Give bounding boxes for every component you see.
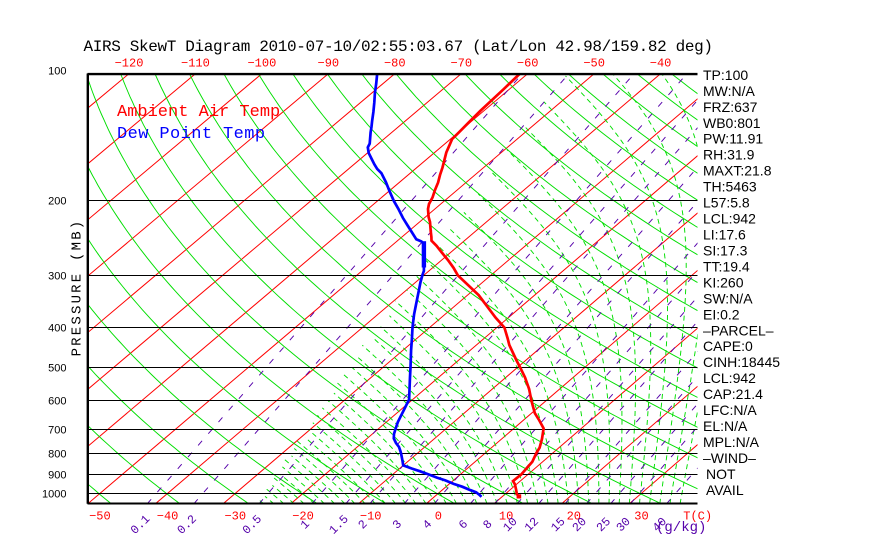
svg-text:CINH:18445: CINH:18445: [703, 354, 780, 370]
svg-text:L57:5.8: L57:5.8: [703, 195, 750, 211]
svg-text:700: 700: [48, 425, 66, 437]
svg-text:−80: −80: [384, 56, 406, 70]
svg-text:PRESSURE (MB): PRESSURE (MB): [70, 219, 86, 357]
svg-text:−10: −10: [360, 510, 382, 524]
svg-text:NOT: NOT: [706, 466, 736, 482]
svg-text:PW:11.91: PW:11.91: [703, 131, 763, 147]
svg-text:−70: −70: [450, 56, 472, 70]
svg-text:1000: 1000: [42, 489, 66, 501]
svg-text:T(C): T(C): [683, 510, 712, 524]
svg-text:−40: −40: [157, 510, 179, 524]
svg-text:100: 100: [48, 66, 66, 78]
svg-text:20: 20: [567, 510, 581, 524]
svg-text:−60: −60: [517, 56, 539, 70]
svg-text:400: 400: [48, 323, 66, 335]
svg-text:−110: −110: [181, 56, 210, 70]
svg-text:LCL:942: LCL:942: [703, 370, 756, 386]
svg-text:Ambient Air Temp: Ambient Air Temp: [117, 103, 280, 122]
svg-text:EL:N/A: EL:N/A: [703, 418, 748, 434]
svg-text:−90: −90: [318, 56, 340, 70]
svg-text:RH:31.9: RH:31.9: [703, 147, 755, 163]
svg-text:KI:260: KI:260: [703, 274, 744, 290]
svg-text:TH:5463: TH:5463: [703, 179, 757, 195]
svg-text:−40: −40: [650, 56, 672, 70]
svg-text:CAP:21.4: CAP:21.4: [703, 386, 763, 402]
svg-text:−30: −30: [224, 510, 246, 524]
svg-text:TT:19.4: TT:19.4: [703, 258, 750, 274]
svg-text:CAPE:0: CAPE:0: [703, 338, 753, 354]
svg-text:AVAIL: AVAIL: [706, 482, 744, 498]
svg-text:−120: −120: [115, 56, 144, 70]
svg-text:AIRS SkewT Diagram 2010-07-10/: AIRS SkewT Diagram 2010-07-10/02:55:03.6…: [84, 38, 713, 56]
svg-text:Dew Point Temp: Dew Point Temp: [117, 125, 265, 144]
svg-text:SW:N/A: SW:N/A: [703, 290, 753, 306]
svg-text:−50: −50: [89, 510, 111, 524]
svg-text:(g/kg): (g/kg): [656, 520, 706, 536]
svg-text:LCL:942: LCL:942: [703, 211, 756, 227]
svg-text:WB0:801: WB0:801: [703, 115, 761, 131]
svg-text:200: 200: [48, 196, 66, 208]
svg-text:TP:100: TP:100: [703, 67, 748, 83]
svg-text:MAXT:21.8: MAXT:21.8: [703, 163, 772, 179]
svg-text:LI:17.6: LI:17.6: [703, 227, 746, 243]
svg-text:−100: −100: [247, 56, 276, 70]
svg-text:EI:0.2: EI:0.2: [703, 306, 740, 322]
svg-text:−50: −50: [583, 56, 605, 70]
svg-text:0: 0: [435, 510, 442, 524]
svg-text:30: 30: [634, 510, 648, 524]
svg-text:MPL:N/A: MPL:N/A: [703, 434, 760, 450]
svg-text:800: 800: [48, 449, 66, 461]
svg-text:600: 600: [48, 396, 66, 408]
svg-text:MW:N/A: MW:N/A: [703, 83, 756, 99]
svg-text:SI:17.3: SI:17.3: [703, 242, 748, 258]
svg-text:900: 900: [48, 470, 66, 482]
svg-text:300: 300: [48, 271, 66, 283]
svg-text:FRZ:637: FRZ:637: [703, 99, 758, 115]
svg-text:−20: −20: [292, 510, 314, 524]
svg-text:–WIND–: –WIND–: [703, 450, 756, 466]
svg-text:10: 10: [499, 510, 513, 524]
svg-text:LFC:N/A: LFC:N/A: [703, 402, 757, 418]
svg-text:500: 500: [48, 363, 66, 375]
svg-text:–PARCEL–: –PARCEL–: [703, 322, 774, 338]
